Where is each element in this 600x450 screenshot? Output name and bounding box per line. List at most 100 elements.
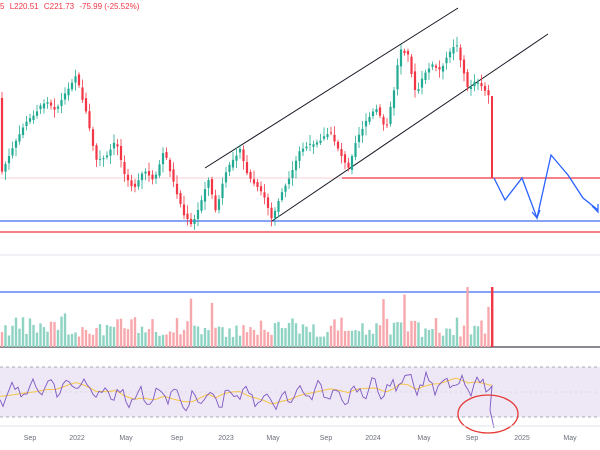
candle (14, 140, 18, 148)
volume-bar (326, 331, 329, 347)
volume-bar (410, 321, 413, 347)
volume-bar (137, 332, 140, 347)
candle (445, 57, 448, 64)
volume-bar (4, 325, 7, 347)
candle (448, 51, 452, 58)
candle (326, 134, 329, 138)
volume-bar (60, 316, 63, 347)
volume-bar (406, 331, 410, 347)
candle (53, 106, 56, 110)
candle (270, 207, 273, 219)
volume-bar (49, 321, 53, 347)
candle (399, 49, 403, 67)
candle (319, 140, 322, 143)
volume-bar (480, 320, 483, 347)
volume-bar (14, 317, 18, 347)
volume-bar (270, 334, 273, 347)
candle (18, 134, 21, 142)
x-tick-label: 2024 (365, 435, 381, 442)
candle (158, 164, 161, 176)
candle (147, 171, 151, 176)
candle (56, 106, 60, 109)
volume-bar (144, 332, 147, 347)
volume-bar (231, 336, 235, 347)
channel-upper (204, 7, 459, 169)
volume-bar (39, 323, 42, 347)
candle (119, 145, 123, 160)
candle (196, 209, 200, 219)
candle (476, 82, 480, 84)
volume-bar (473, 325, 476, 347)
candle (368, 116, 371, 122)
price-pane[interactable] (0, 7, 600, 256)
candle (189, 218, 193, 225)
volume-bar (98, 324, 102, 347)
volume-bar (252, 329, 256, 347)
rsi-pane (0, 366, 600, 434)
candle (361, 128, 364, 136)
candle (252, 179, 256, 184)
candle (469, 86, 473, 90)
volume-bar (266, 331, 270, 347)
candle (305, 146, 308, 149)
candle (224, 172, 228, 183)
volume-bar (448, 328, 452, 347)
candle (371, 111, 375, 117)
candle (466, 71, 469, 88)
candle (46, 102, 49, 104)
candle (28, 118, 32, 122)
volume-bar (455, 317, 459, 347)
x-tick-label: Sep (320, 435, 333, 442)
volume-bar (427, 329, 431, 347)
candle (389, 106, 392, 124)
candle (277, 201, 280, 212)
volume-bar (172, 332, 175, 347)
volume-bar (333, 319, 336, 347)
projection-path (493, 153, 599, 221)
x-tick-label: Sep (466, 435, 479, 442)
projection-arrow (591, 204, 599, 214)
candle (144, 171, 147, 174)
candle (459, 47, 462, 61)
candle (186, 213, 189, 219)
candle (4, 164, 7, 172)
candle (67, 88, 70, 96)
rsi-ma-line (0, 377, 493, 405)
candle (182, 204, 186, 216)
volume-bar (28, 318, 32, 347)
candle (392, 90, 396, 109)
volume-bar (301, 324, 305, 347)
volume-bar (112, 327, 116, 347)
candle (161, 153, 165, 165)
volume-bar (161, 334, 165, 347)
volume-bar (329, 325, 333, 347)
volume-bar (179, 334, 182, 347)
volume-bar (11, 325, 14, 347)
candle (273, 210, 277, 219)
candle (63, 93, 67, 100)
volume-bar (249, 327, 252, 347)
candle (109, 149, 112, 156)
candle (256, 182, 259, 188)
candle (91, 129, 95, 146)
volume-bar (21, 317, 25, 347)
candle (284, 185, 287, 192)
candle (207, 179, 210, 188)
candle (441, 65, 445, 72)
volume-bar (389, 334, 392, 347)
candle (231, 159, 235, 168)
volume-bar (186, 321, 189, 347)
x-tick-label: 2022 (69, 435, 85, 442)
volume-bar (291, 318, 294, 347)
volume-bar (319, 336, 322, 347)
volume-bar (217, 326, 221, 347)
volume-bar (322, 336, 326, 347)
candle (245, 162, 249, 174)
candle (473, 81, 476, 87)
volume-bar (84, 329, 88, 347)
volume-bar (315, 336, 319, 347)
volume-bar (126, 329, 130, 347)
volume-bar (382, 299, 385, 347)
volume-bar (431, 329, 434, 347)
